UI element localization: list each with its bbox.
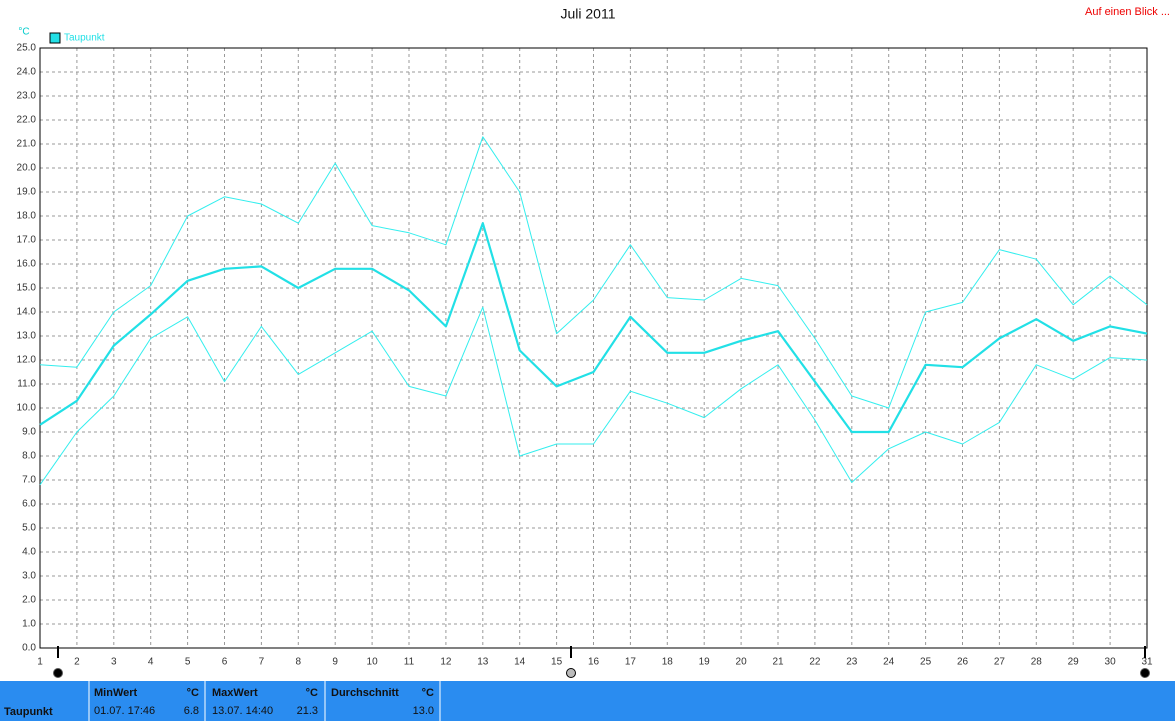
avg-value: 13.0 xyxy=(413,705,434,717)
x-tick-label: 8 xyxy=(296,657,302,668)
x-tick-label: 26 xyxy=(957,657,969,668)
y-tick-label: 6.0 xyxy=(22,499,36,510)
min-value: 6.8 xyxy=(184,705,199,717)
y-tick-label: 7.0 xyxy=(22,475,36,486)
link[interactable]: Auf einen Blick ... xyxy=(1085,6,1170,18)
x-tick-label: 13 xyxy=(477,657,489,668)
y-tick-label: 14.0 xyxy=(17,307,37,318)
start-handle[interactable] xyxy=(53,668,63,678)
legend-label: Taupunkt xyxy=(64,33,105,44)
summary-label: Taupunkt xyxy=(4,706,53,718)
lines xyxy=(39,136,1148,486)
x-tick-label: 29 xyxy=(1068,657,1080,668)
x-tick-label: 20 xyxy=(736,657,748,668)
max-time: 13.07. 14:40 xyxy=(212,705,273,717)
y-tick-label: 18.0 xyxy=(17,211,37,222)
y-tick-label: 21.0 xyxy=(17,139,37,150)
y-tick-label: 23.0 xyxy=(17,91,37,102)
y-tick-label: 5.0 xyxy=(22,523,36,534)
y-unit: °C xyxy=(18,27,29,38)
grid: 0.01.02.03.04.05.06.07.08.09.010.011.012… xyxy=(17,43,1153,668)
avg-unit: °C xyxy=(422,687,434,699)
x-tick-label: 30 xyxy=(1105,657,1117,668)
y-tick-label: 11.0 xyxy=(17,379,36,390)
x-tick-label: 21 xyxy=(772,657,784,668)
x-tick-label: 10 xyxy=(367,657,379,668)
x-tick-label: 3 xyxy=(111,657,117,668)
y-tick-label: 25.0 xyxy=(17,43,37,54)
summary-panel: Taupunkt MinWert °C 01.07. 17:46 6.8 Max… xyxy=(0,681,1175,721)
min-time: 01.07. 17:46 xyxy=(94,705,155,717)
min-header: MinWert xyxy=(94,687,138,699)
x-tick-label: 27 xyxy=(994,657,1006,668)
y-tick-label: 13.0 xyxy=(17,331,37,342)
y-tick-label: 16.0 xyxy=(17,259,37,270)
center-handle[interactable] xyxy=(566,668,576,678)
plot-frame xyxy=(39,47,1148,649)
panel-bg xyxy=(0,681,1175,721)
y-tick-label: 3.0 xyxy=(22,571,36,582)
y-tick-label: 10.0 xyxy=(17,403,37,414)
min-unit: °C xyxy=(187,687,199,699)
y-tick-label: 17.0 xyxy=(17,235,37,246)
x-tick-label: 4 xyxy=(148,657,154,668)
series-line xyxy=(39,136,1148,409)
x-tick-label: 15 xyxy=(551,657,563,668)
x-tick-label: 23 xyxy=(846,657,858,668)
x-tick-label: 6 xyxy=(222,657,228,668)
x-tick-label: 31 xyxy=(1141,657,1153,668)
y-tick-label: 20.0 xyxy=(17,163,37,174)
x-tick-label: 5 xyxy=(185,657,191,668)
y-tick-label: 24.0 xyxy=(17,67,37,78)
x-tick-label: 14 xyxy=(514,657,526,668)
x-tick-label: 25 xyxy=(920,657,932,668)
series-line xyxy=(39,222,1148,434)
y-tick-label: 2.0 xyxy=(22,595,36,606)
max-value: 21.3 xyxy=(297,705,318,717)
max-header: MaxWert xyxy=(212,687,258,699)
legend: Taupunkt xyxy=(49,32,105,44)
max-unit: °C xyxy=(306,687,318,699)
end-handle[interactable] xyxy=(1140,668,1150,678)
x-tick-label: 16 xyxy=(588,657,600,668)
y-tick-label: 22.0 xyxy=(17,115,37,126)
x-tick-label: 12 xyxy=(440,657,452,668)
x-tick-label: 19 xyxy=(699,657,711,668)
x-tick-label: 18 xyxy=(662,657,674,668)
chart-title: Juli 2011 xyxy=(560,6,615,22)
avg-header: Durchschnitt xyxy=(331,687,399,699)
x-tick-label: 9 xyxy=(332,657,338,668)
y-tick-label: 9.0 xyxy=(22,427,36,438)
x-tick-label: 1 xyxy=(37,657,43,668)
y-tick-label: 1.0 xyxy=(22,619,36,630)
legend-swatch xyxy=(49,32,61,44)
series-line xyxy=(39,306,1148,486)
x-tick-label: 22 xyxy=(809,657,821,668)
x-tick-label: 24 xyxy=(883,657,895,668)
x-tick-label: 7 xyxy=(259,657,265,668)
y-tick-label: 4.0 xyxy=(22,547,36,558)
x-tick-label: 28 xyxy=(1031,657,1043,668)
y-tick-label: 8.0 xyxy=(22,451,36,462)
y-tick-label: 0.0 xyxy=(22,643,36,654)
y-tick-label: 12.0 xyxy=(17,355,37,366)
y-tick-label: 15.0 xyxy=(17,283,37,294)
x-tick-label: 2 xyxy=(74,657,80,668)
x-tick-label: 11 xyxy=(404,657,415,668)
y-tick-label: 19.0 xyxy=(17,187,37,198)
x-tick-label: 17 xyxy=(625,657,637,668)
